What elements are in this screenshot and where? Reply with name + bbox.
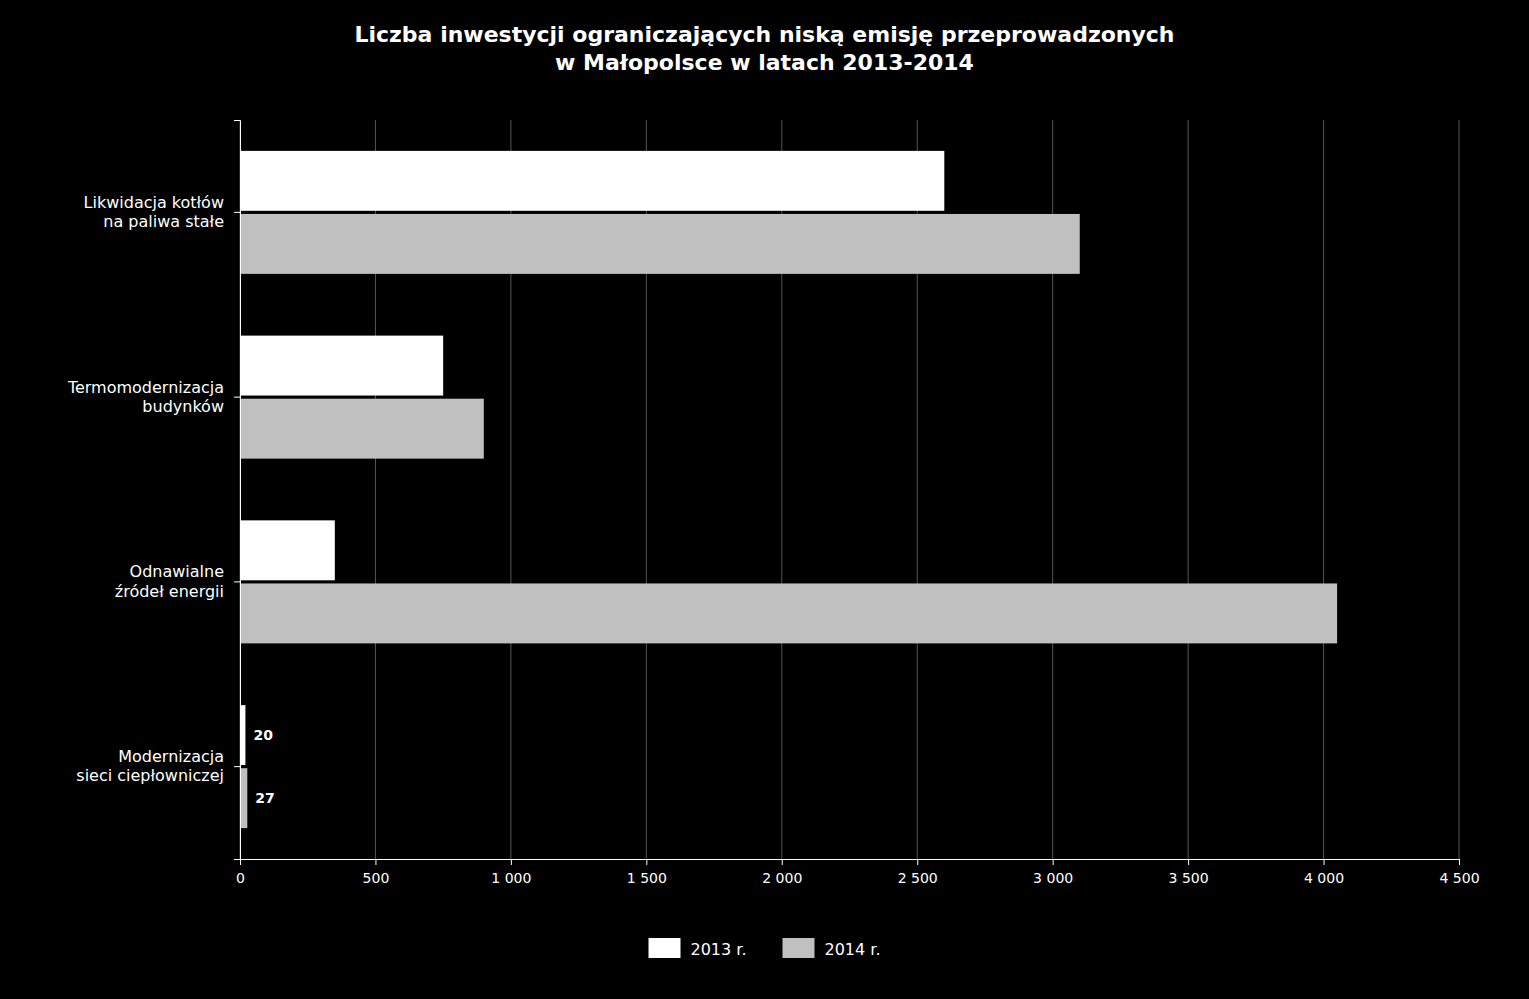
y-tick-label: Termomodernizacjabudynków <box>67 378 224 416</box>
x-tick: 4 000 <box>1304 859 1344 886</box>
bar <box>240 768 247 828</box>
value-label: 20 <box>253 727 273 743</box>
value-label: 27 <box>255 790 274 806</box>
x-tick-mark <box>646 859 647 865</box>
grid <box>240 120 1459 859</box>
x-tick-mark <box>1053 859 1054 865</box>
legend-label: 2014 r. <box>825 940 881 959</box>
value-labels: 2027 <box>253 727 274 806</box>
y-tick-label: Odnawialneźródeł energii <box>115 562 224 600</box>
x-tick-label: 4 000 <box>1304 870 1344 886</box>
x-tick-label: 500 <box>363 870 390 886</box>
y-tick: Odnawialneźródeł energii <box>115 562 240 600</box>
x-tick-label: 1 000 <box>491 870 531 886</box>
title-line: w Małopolsce w latach 2013-2014 <box>555 50 974 75</box>
bar <box>240 214 1080 274</box>
x-tick: 3 500 <box>1169 859 1209 886</box>
y-tick-mark <box>234 212 240 213</box>
x-tick: 3 000 <box>1033 859 1073 886</box>
x-axis: 0 500 1 000 1 500 2 000 2 500 3 000 3 500 4 000 4… <box>236 859 1480 886</box>
grid-line <box>1188 120 1189 859</box>
x-tick-label: 2 000 <box>762 870 802 886</box>
x-tick-label: 0 <box>236 870 245 886</box>
y-tick-mark <box>234 397 240 398</box>
grid-line <box>1323 120 1324 859</box>
x-tick: 1 000 <box>491 859 531 886</box>
y-tick-label: Likwidacja kotłówna paliwa stałe <box>84 193 224 231</box>
x-tick-label: 4 500 <box>1439 870 1479 886</box>
bar <box>240 520 335 580</box>
y-tick-label-line: na paliwa stałe <box>103 212 224 231</box>
y-tick: Modernizacjasieci ciepłowniczej <box>76 747 240 785</box>
legend-swatch <box>783 938 815 958</box>
y-tick-label-line: Odnawialne <box>130 562 224 581</box>
grid-line <box>1459 120 1460 859</box>
axis-line <box>234 121 241 860</box>
x-tick: 1 500 <box>627 859 667 886</box>
x-tick-mark <box>917 859 918 865</box>
x-tick-mark <box>1459 859 1460 865</box>
bar <box>240 583 1337 643</box>
y-tick-label-line: źródeł energii <box>115 582 224 601</box>
x-tick: 2 500 <box>898 859 938 886</box>
y-tick-label-line: Modernizacja <box>118 747 224 766</box>
title: Liczba inwestycji ograniczających niską … <box>354 22 1174 75</box>
x-tick: 4 500 <box>1439 859 1479 886</box>
legend-item: 2014 r. <box>783 938 881 959</box>
legend-label: 2013 r. <box>691 940 747 959</box>
chart: Liczba inwestycji ograniczających niską … <box>0 0 1529 999</box>
x-tick: 500 <box>363 859 390 886</box>
y-axis: Likwidacja kotłówna paliwa stałe Termomod… <box>67 121 241 860</box>
bar <box>240 336 443 396</box>
axis-line <box>241 860 1460 866</box>
bars <box>240 151 1337 828</box>
x-tick-label: 2 500 <box>898 870 938 886</box>
x-tick-label: 1 500 <box>627 870 667 886</box>
x-tick-mark <box>782 859 783 865</box>
x-tick-mark <box>511 859 512 865</box>
x-tick-mark <box>375 859 376 865</box>
legend: 2013 r. 2014 r. <box>649 938 881 959</box>
y-tick-mark <box>234 581 240 582</box>
x-tick: 2 000 <box>762 859 802 886</box>
y-tick-mark <box>234 766 240 767</box>
y-tick-label-line: budynków <box>142 397 224 416</box>
y-tick: Termomodernizacjabudynków <box>67 378 240 416</box>
title-line: Liczba inwestycji ograniczających niską … <box>354 22 1174 47</box>
x-tick-label: 3 500 <box>1169 870 1209 886</box>
x-tick: 0 <box>236 859 245 886</box>
y-tick-label: Modernizacjasieci ciepłowniczej <box>76 747 224 785</box>
y-tick-label-line: Termomodernizacja <box>67 378 224 397</box>
bar-series <box>240 214 1337 828</box>
x-tick-mark <box>1188 859 1189 865</box>
legend-swatch <box>649 938 681 958</box>
x-tick-label: 3 000 <box>1033 870 1073 886</box>
y-tick-label-line: Likwidacja kotłów <box>84 193 224 212</box>
x-tick-mark <box>1324 859 1325 865</box>
y-tick: Likwidacja kotłówna paliwa stałe <box>84 193 240 231</box>
legend-item: 2013 r. <box>649 938 747 959</box>
bar <box>240 151 944 211</box>
bar <box>240 399 484 459</box>
y-tick-label-line: sieci ciepłowniczej <box>76 766 224 785</box>
background <box>0 0 1529 999</box>
